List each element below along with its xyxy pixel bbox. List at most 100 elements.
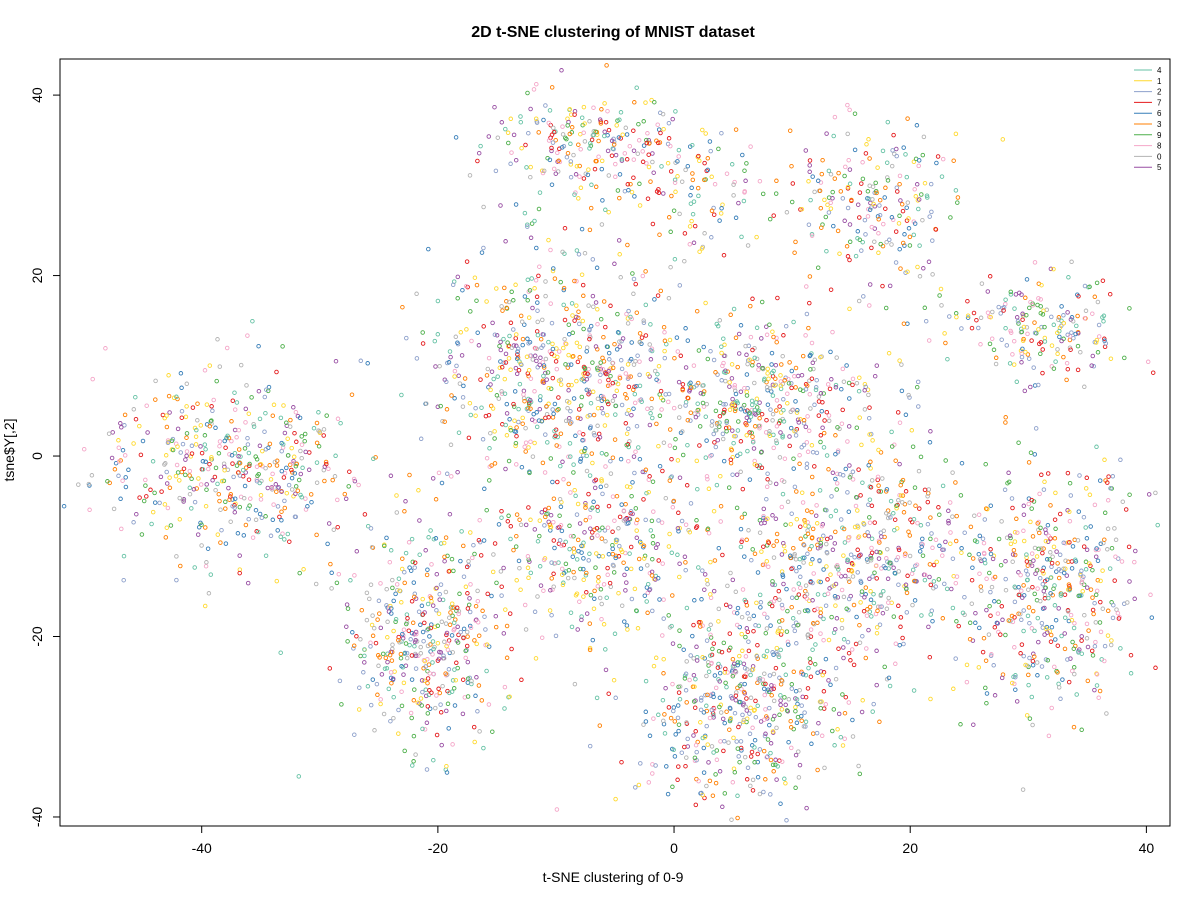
data-point: [1041, 487, 1047, 492]
data-point: [522, 398, 527, 404]
data-point: [541, 380, 547, 385]
data-point: [876, 217, 881, 222]
data-point: [534, 81, 539, 87]
data-point: [422, 678, 427, 684]
data-point: [762, 671, 767, 676]
data-point: [1053, 526, 1058, 532]
data-point: [809, 509, 814, 515]
data-point: [581, 104, 587, 110]
data-point: [889, 242, 894, 247]
data-point: [562, 225, 568, 231]
data-point: [464, 647, 469, 653]
data-point: [502, 684, 508, 690]
data-point: [781, 662, 786, 667]
data-point: [676, 728, 681, 734]
data-point: [803, 523, 808, 528]
data-point: [907, 395, 912, 400]
data-point: [712, 181, 718, 187]
data-point: [995, 621, 1000, 626]
data-point: [807, 163, 812, 168]
data-point: [592, 596, 597, 602]
data-point: [715, 437, 721, 443]
data-point: [1032, 545, 1038, 551]
data-point: [1086, 628, 1091, 633]
data-point: [899, 202, 905, 207]
data-point: [219, 527, 224, 533]
data-point: [676, 379, 682, 385]
data-point: [265, 485, 271, 491]
data-point: [692, 705, 698, 710]
data-point: [539, 635, 545, 640]
data-point: [846, 424, 852, 429]
data-point: [295, 488, 301, 493]
data-point: [855, 525, 861, 530]
data-point: [729, 162, 735, 167]
data-point: [522, 444, 527, 450]
data-point: [624, 516, 629, 521]
data-point: [465, 676, 471, 681]
data-point: [1040, 347, 1045, 352]
data-point: [346, 484, 351, 489]
data-point: [853, 641, 859, 647]
data-point: [794, 410, 800, 415]
data-point: [546, 237, 551, 243]
data-point: [866, 415, 872, 421]
data-point: [524, 165, 529, 170]
data-point: [812, 189, 817, 195]
data-point: [643, 678, 649, 684]
data-point: [987, 570, 992, 576]
data-point: [741, 717, 747, 723]
data-point: [907, 533, 913, 538]
data-point: [613, 553, 619, 559]
data-point: [599, 158, 605, 164]
data-point: [854, 494, 859, 500]
data-point: [779, 707, 785, 712]
data-point: [323, 459, 329, 465]
data-point: [490, 729, 495, 734]
data-point: [745, 611, 750, 616]
data-point: [889, 163, 895, 169]
data-point: [735, 400, 740, 406]
data-point: [1000, 137, 1006, 142]
data-point: [550, 346, 556, 352]
data-point: [298, 492, 303, 498]
data-point: [844, 363, 849, 368]
data-point: [1003, 576, 1008, 582]
data-point: [707, 715, 713, 721]
data-point: [927, 654, 933, 660]
data-point: [561, 287, 567, 293]
data-point: [530, 454, 536, 459]
data-point: [743, 634, 748, 640]
data-point: [368, 526, 374, 531]
data-point: [1085, 644, 1091, 650]
data-point: [246, 450, 252, 456]
data-point: [628, 566, 634, 572]
data-point: [717, 670, 723, 676]
data-point: [443, 589, 449, 595]
data-point: [1029, 497, 1034, 503]
data-point: [1052, 517, 1058, 522]
data-point: [740, 712, 745, 718]
data-point: [1087, 492, 1093, 498]
data-point: [618, 110, 624, 115]
data-point: [697, 424, 703, 429]
data-point: [427, 671, 432, 676]
data-point: [1028, 450, 1034, 455]
data-point: [875, 474, 881, 480]
data-point: [565, 365, 571, 370]
data-point: [342, 491, 348, 497]
data-point: [711, 641, 717, 646]
data-point: [570, 554, 576, 559]
data-point: [379, 672, 385, 677]
data-point: [836, 711, 842, 717]
data-point: [643, 100, 648, 105]
data-point: [817, 188, 823, 194]
data-point: [575, 359, 581, 365]
data-point: [897, 358, 902, 363]
data-point: [514, 425, 519, 430]
data-point: [153, 397, 158, 402]
data-point: [791, 456, 796, 461]
data-point: [574, 303, 579, 308]
data-point: [780, 433, 785, 438]
data-point: [1100, 568, 1105, 573]
